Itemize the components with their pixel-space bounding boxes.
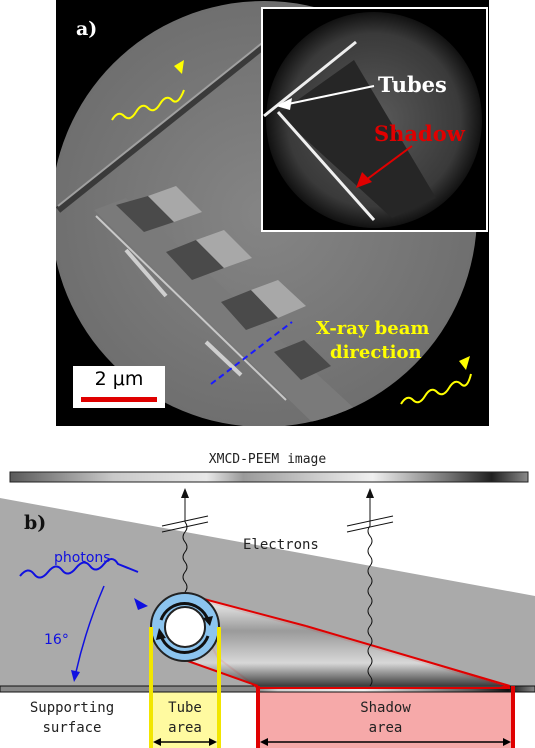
panel-a-label: a) (76, 18, 98, 40)
upper-tube (55, 17, 299, 213)
detector-image-bar (9, 471, 529, 483)
scale-bar (81, 397, 157, 402)
tube-area-box (151, 692, 219, 748)
photons-label: photons (54, 550, 111, 566)
surface-label-line2: surface (42, 720, 102, 736)
xray-arrow-top (111, 60, 185, 121)
scale-bar-box: 2 μm (73, 366, 165, 408)
scale-bar-label: 2 μm (94, 368, 144, 390)
shadow-area-box (258, 692, 513, 748)
panel-b-figure (0, 471, 535, 748)
inset-shadow-label: Shadow (374, 121, 465, 146)
shadow-area-label-line2: area (368, 720, 403, 736)
tube-area-label-line2: area (168, 720, 202, 736)
electrons-label: Electrons (243, 537, 319, 553)
panel-a (51, 0, 489, 427)
surface-label-line1: Supporting (29, 700, 115, 716)
angle-label: 16° (44, 632, 69, 648)
beam-label-line2: direction (330, 342, 422, 363)
shadow-area-label-line1: Shadow (360, 700, 411, 716)
tube-cross-section (150, 592, 220, 662)
tube-area-arrow (153, 738, 217, 746)
panel-b-label: b) (24, 512, 47, 534)
shadow-area-arrow (260, 738, 511, 746)
xray-wedge (0, 498, 535, 686)
tube-area-label-line1: Tube (168, 700, 202, 716)
panel-a-figure (51, 1, 488, 427)
angle-arrow (71, 585, 105, 682)
beam-label-line1: X-ray beam (316, 318, 430, 339)
inset (261, 7, 488, 232)
photon-arrow (19, 558, 148, 610)
electron-path-right (346, 488, 394, 687)
lower-tube (94, 186, 356, 426)
profile-line (210, 321, 293, 385)
inset-tubes-label: Tubes (378, 72, 447, 97)
detector-label: XMCD-PEEM image (208, 452, 327, 467)
electron-path-left (161, 488, 209, 593)
xray-arrow-bottom (400, 356, 472, 405)
